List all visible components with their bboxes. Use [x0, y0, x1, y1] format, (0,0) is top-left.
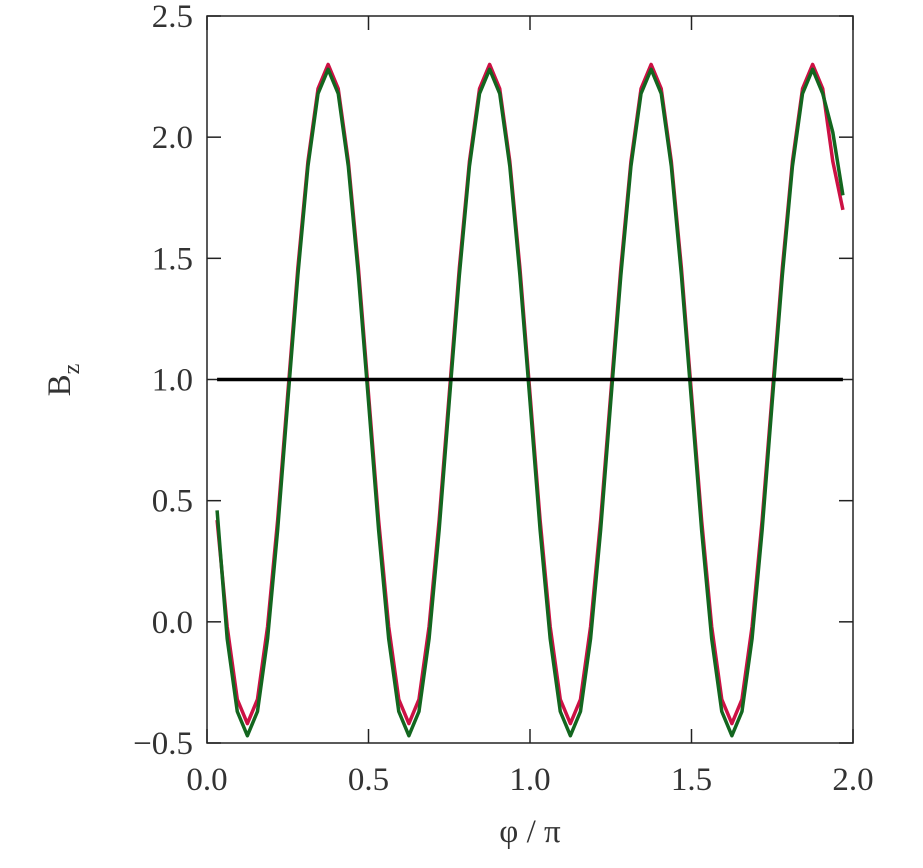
y-label-subscript: z	[59, 364, 85, 375]
x-tick-label: 0.5	[348, 762, 389, 798]
series-line	[215, 67, 845, 738]
y-tick-label: 2.5	[152, 0, 193, 35]
x-tick-label: 0.0	[186, 762, 227, 798]
y-tick-label: 2.0	[152, 120, 193, 156]
y-label-main: B	[42, 374, 78, 396]
y-axis-label: Bz	[42, 364, 85, 397]
y-tick-label: 0.5	[152, 484, 193, 520]
x-tick-label: 1.0	[509, 762, 550, 798]
y-tick-label: −0.5	[133, 726, 193, 762]
x-tick-label: 2.0	[832, 762, 873, 798]
x-axis-label: φ / π	[499, 814, 561, 850]
x-tick-label: 1.5	[671, 762, 712, 798]
y-tick-label: 0.0	[152, 605, 193, 641]
y-tick-label: 1.0	[152, 363, 193, 399]
y-tick-label: 1.5	[152, 241, 193, 277]
